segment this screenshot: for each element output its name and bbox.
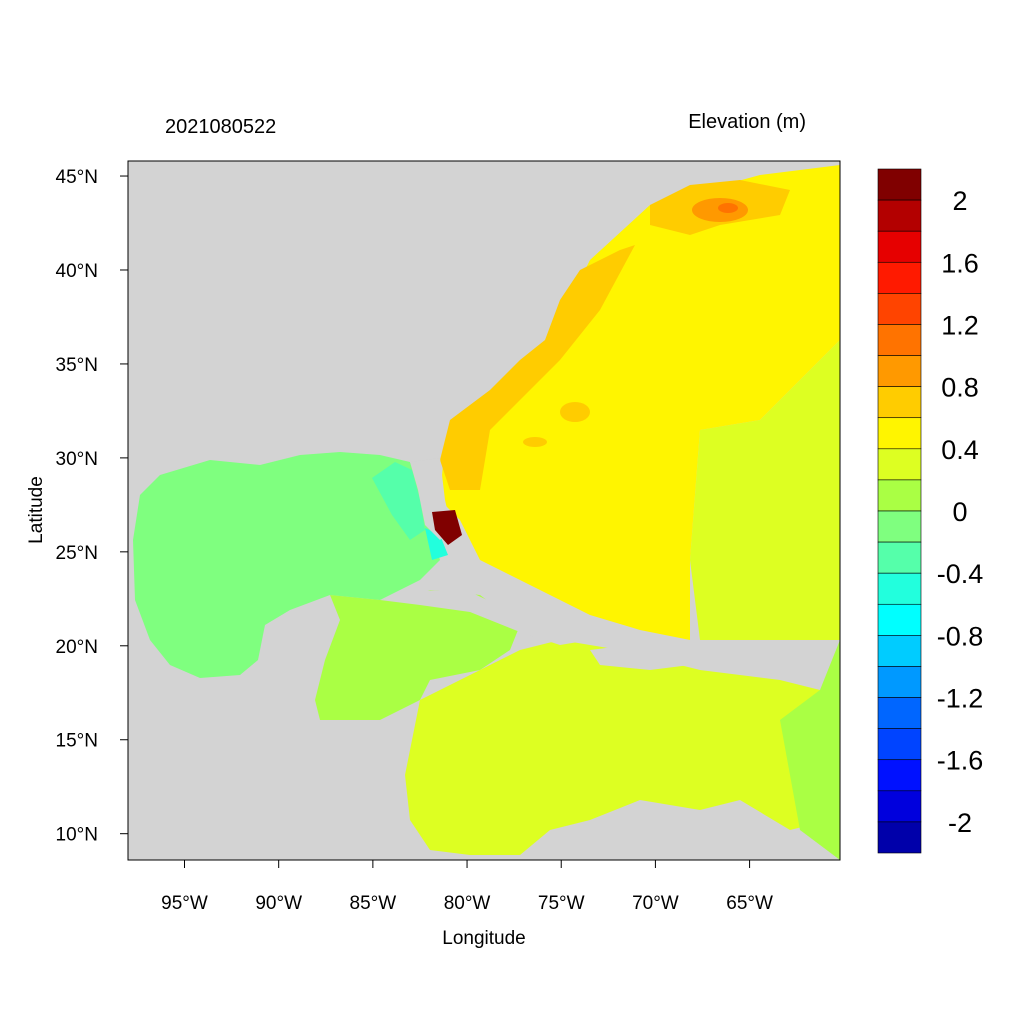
- y-tick-label: 10°N: [56, 825, 98, 846]
- x-axis: 95°W 90°W 85°W 80°W 75°W 70°W 65°W: [161, 860, 773, 914]
- y-tick-label: 35°N: [56, 355, 98, 376]
- colorbar-bin: [877, 355, 922, 387]
- colorbar-bin: [877, 417, 922, 450]
- offshore-orange-spot: [560, 402, 590, 422]
- colorbar-label: 0.4: [941, 435, 979, 465]
- x-tick-label: 85°W: [350, 893, 397, 914]
- colorbar: 2 1.6 1.2 0.8 0.4 0 -0.4 -0.8 -1.2 -1.6 -2: [877, 168, 984, 854]
- colorbar-bin: [877, 261, 922, 294]
- x-tick-label: 70°W: [632, 893, 679, 914]
- florida-keys-cyan: [425, 528, 448, 560]
- us-coast-orange-band: [440, 245, 635, 490]
- y-tick-label: 30°N: [56, 449, 98, 470]
- colorbar-label: 1.6: [941, 248, 979, 278]
- cuba: [380, 590, 590, 645]
- colorbar-bin: [877, 728, 922, 761]
- y-tick-label: 25°N: [56, 543, 98, 564]
- y-axis: 45°N 40°N 35°N 30°N 25°N 20°N 15°N 10°N: [56, 167, 128, 846]
- bay-of-fundy-peak: [718, 203, 738, 213]
- map-plot: [127, 160, 841, 861]
- colorbar-bin: [877, 666, 922, 698]
- colorbar-bin: [877, 541, 922, 574]
- colorbar-bin: [877, 324, 922, 356]
- title-right: Elevation (m): [688, 111, 806, 133]
- colorbar-bin: [877, 479, 922, 512]
- atlantic-yellow-region: [440, 165, 840, 640]
- lesser-antilles-green: [780, 640, 840, 860]
- y-tick-label: 45°N: [56, 167, 98, 188]
- colorbar-bin: [877, 790, 922, 823]
- x-tick-label: 75°W: [538, 893, 585, 914]
- plot-frame: [127, 160, 841, 861]
- colorbar-label: -1.6: [937, 746, 984, 776]
- caribbean-west: [315, 590, 520, 720]
- caribbean-east: [405, 640, 830, 855]
- colorbar-label: -2: [948, 808, 972, 838]
- hispaniola: [590, 645, 690, 670]
- colorbar-label: 0: [952, 497, 967, 527]
- colorbar-bin: [877, 759, 922, 792]
- colorbar-label: -1.2: [937, 684, 984, 714]
- y-tick-label: 20°N: [56, 637, 98, 658]
- colorbar-bin: [877, 697, 922, 729]
- x-tick-label: 80°W: [444, 893, 491, 914]
- x-tick-label: 95°W: [161, 893, 208, 914]
- colorbar-label: -0.4: [937, 559, 984, 589]
- atlantic-east-region: [690, 340, 840, 640]
- colorbar-bin: [877, 572, 922, 605]
- colorbar-label: 0.8: [941, 373, 979, 403]
- colorbar-bin: [877, 448, 922, 481]
- gulf-of-mexico: [133, 452, 440, 678]
- colorbar-label: 1.2: [941, 310, 979, 340]
- colorbar-bin: [877, 603, 922, 636]
- x-axis-label: Longitude: [442, 928, 525, 949]
- colorbar-bin: [877, 168, 922, 201]
- title-left: 2021080522: [165, 116, 276, 138]
- west-florida-shelf: [372, 462, 425, 540]
- x-tick-label: 65°W: [726, 893, 773, 914]
- colorbar-bin: [877, 821, 922, 854]
- x-tick-label: 90°W: [255, 893, 302, 914]
- colorbar-bin: [877, 510, 922, 543]
- south-florida-high-water: [432, 510, 462, 545]
- y-axis-label: Latitude: [26, 476, 47, 544]
- colorbar-bin: [877, 293, 922, 325]
- offshore-orange-spot-2: [523, 437, 547, 447]
- colorbar-bin: [877, 386, 922, 419]
- y-tick-label: 40°N: [56, 261, 98, 282]
- colorbar-label: 2: [952, 186, 967, 216]
- colorbar-bin: [877, 230, 922, 263]
- colorbar-label: -0.8: [937, 621, 984, 651]
- colorbar-bin: [877, 635, 922, 667]
- colorbar-bin: [877, 199, 922, 232]
- y-tick-label: 15°N: [56, 731, 98, 752]
